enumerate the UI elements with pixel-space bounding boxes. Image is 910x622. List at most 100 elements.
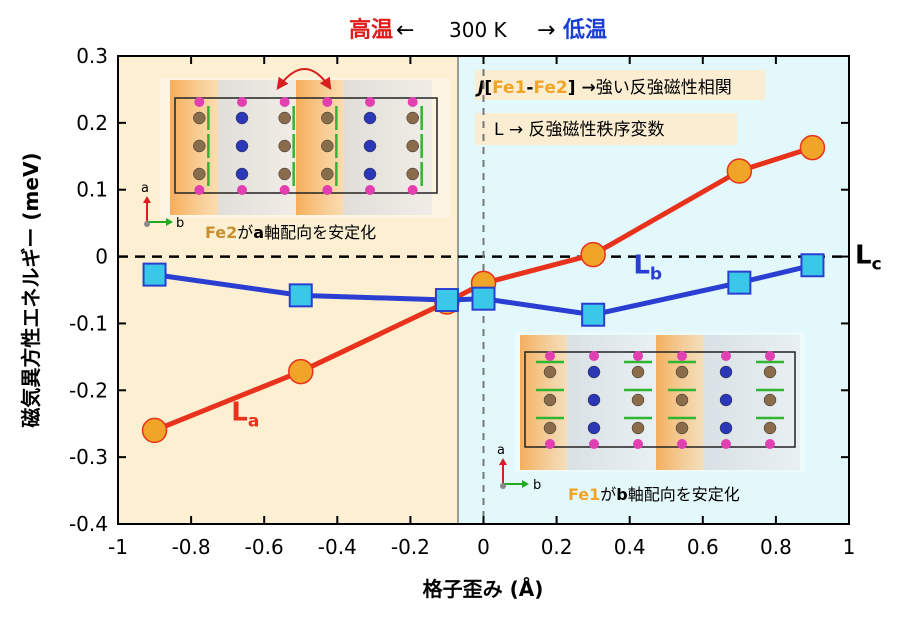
atom [235, 111, 249, 125]
y-tick-label: -0.1 [69, 311, 108, 335]
atom [279, 97, 290, 107]
left-arrow: ← [396, 18, 414, 43]
atom [543, 421, 557, 435]
atom [763, 365, 777, 379]
atom [543, 365, 557, 379]
atom [365, 185, 375, 195]
x-tick-label: 0.2 [541, 535, 573, 559]
atom [322, 185, 333, 195]
y-axis-title: 磁気異方性エネルギー (meV) [19, 152, 43, 427]
atom [675, 421, 689, 435]
atom [237, 185, 247, 195]
bracket-close: ] [568, 78, 576, 98]
atom [406, 139, 419, 153]
atom [407, 97, 418, 107]
right-crystal-inset: a b Fe1がb軸配向を安定化 [497, 332, 805, 504]
annotation-box: J[Fe1-Fe2] →強い反強磁性相関 L → 反強磁性秩序変数 [475, 70, 765, 145]
atom [237, 97, 247, 107]
y-tick-label: -0.3 [69, 445, 108, 469]
atom [279, 185, 290, 195]
arrow: → [582, 78, 596, 98]
left-crystal-inset: a b Fe2がa軸配向を安定化 [141, 68, 450, 242]
atom [675, 365, 689, 379]
atom [677, 351, 687, 361]
atom [631, 421, 645, 435]
atom [235, 139, 249, 153]
bracket-open: [ [484, 78, 492, 98]
inset-axis-b: b [533, 478, 541, 493]
x-tick-label: 0.8 [760, 535, 792, 559]
atom [194, 185, 205, 195]
y-tick-label: 0 [95, 245, 108, 269]
high-temp-label: 高温 [349, 17, 393, 43]
data-point-lb [581, 302, 606, 327]
right-arrow: → [537, 18, 555, 43]
svg-text:J[Fe1-Fe2]→強い反強磁性相関: J[Fe1-Fe2] →強い反強磁性相関 [475, 78, 732, 98]
temperature-label: 300 K [449, 18, 508, 42]
x-tick-label: -0.6 [245, 535, 284, 559]
low-temp-label: 低温 [562, 18, 607, 43]
atom [278, 139, 291, 153]
j-symbol: J [475, 78, 484, 98]
x-tick-label: -0.4 [318, 535, 357, 559]
atom-group [536, 351, 784, 449]
data-point-lb [142, 262, 167, 287]
left-caption-fe: Fe2 [205, 223, 237, 242]
atom [363, 111, 377, 125]
right-caption-fe: Fe1 [568, 485, 600, 504]
atom [322, 97, 333, 107]
data-point-lb [471, 286, 496, 311]
atom [719, 393, 733, 407]
atom [721, 351, 731, 361]
atom [406, 167, 419, 181]
atom [363, 167, 377, 181]
atom [235, 167, 249, 181]
inset-axis-b: b [176, 216, 184, 231]
atom [545, 439, 555, 449]
atom [193, 139, 206, 153]
y-tick-label: 0.3 [76, 44, 108, 68]
data-point-lb [434, 288, 459, 313]
atom [587, 393, 601, 407]
series-label-la: La [231, 397, 259, 431]
inset-axis-a: a [497, 443, 505, 458]
x-tick-label: -0.2 [391, 535, 430, 559]
dash: - [526, 78, 533, 98]
right-caption-rest: 軸配向を安定化 [628, 485, 740, 504]
left-caption-axis: a [253, 223, 264, 242]
atom [193, 111, 206, 125]
fe2-label: Fe2 [533, 78, 567, 98]
atom [194, 97, 205, 107]
y-tick-label: -0.2 [69, 378, 108, 402]
atom [321, 111, 334, 125]
atom [587, 421, 601, 435]
x-tick-label: 1 [843, 535, 856, 559]
atom [407, 185, 418, 195]
atom [365, 97, 375, 107]
x-axis-title: 格子歪み (Å) [423, 577, 544, 601]
atom [719, 421, 733, 435]
atom [763, 393, 777, 407]
series-layer [141, 134, 826, 444]
correlation-text: 強い反強磁性相関 [596, 78, 732, 98]
left-caption-ga: が [237, 223, 253, 242]
atom [545, 351, 555, 361]
atom [633, 351, 643, 361]
atom [765, 351, 775, 361]
atom [543, 393, 557, 407]
x-tick-label: -0.8 [172, 535, 211, 559]
y-tick-label: 0.1 [76, 178, 108, 202]
x-tick-label: 0.4 [614, 535, 646, 559]
svg-text:Fe1がb軸配向を安定化: Fe1がb軸配向を安定化 [568, 485, 740, 504]
atom [278, 111, 291, 125]
atom [675, 393, 689, 407]
tick-layer: -1 -0.8 -0.6 -0.4 -0.2 0 0.2 0.4 0.6 0.8 1 0.3 0.2 0.… [69, 44, 855, 559]
atom [677, 439, 687, 449]
inset-axis-a: a [141, 181, 149, 196]
data-point-lb [727, 270, 752, 295]
svg-text:Fe2がa軸配向を安定化: Fe2がa軸配向を安定化 [205, 223, 376, 242]
data-point-lb [800, 253, 825, 278]
data-point-la [726, 158, 753, 184]
data-point-la [288, 358, 314, 385]
